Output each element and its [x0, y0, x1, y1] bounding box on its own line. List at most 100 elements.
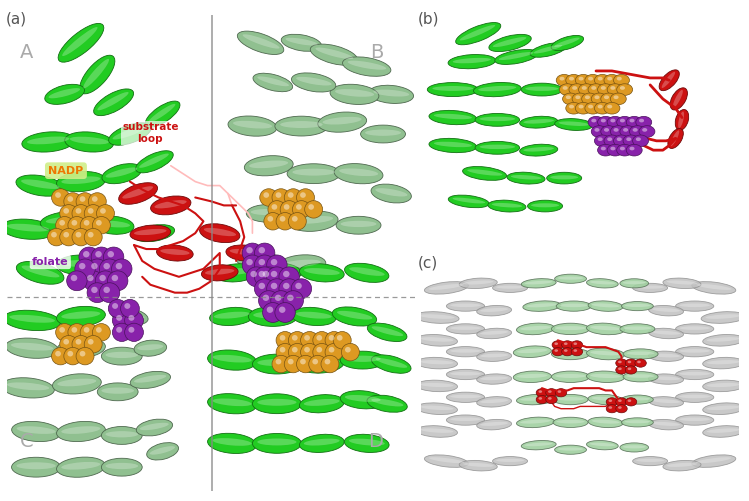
Circle shape	[606, 398, 618, 406]
Circle shape	[588, 84, 604, 95]
Ellipse shape	[480, 308, 508, 312]
Ellipse shape	[106, 167, 137, 178]
Circle shape	[574, 349, 577, 352]
Ellipse shape	[446, 301, 485, 311]
Ellipse shape	[148, 104, 175, 123]
Circle shape	[539, 397, 542, 400]
Circle shape	[275, 295, 282, 301]
Ellipse shape	[57, 421, 106, 441]
Circle shape	[588, 105, 593, 108]
Ellipse shape	[676, 392, 714, 402]
Circle shape	[263, 295, 269, 301]
Circle shape	[329, 347, 334, 353]
Circle shape	[276, 332, 294, 349]
Ellipse shape	[668, 129, 683, 148]
Ellipse shape	[455, 23, 501, 45]
Ellipse shape	[527, 303, 557, 307]
Ellipse shape	[57, 171, 106, 192]
Ellipse shape	[101, 387, 134, 394]
Circle shape	[588, 116, 604, 128]
Circle shape	[546, 389, 557, 397]
Ellipse shape	[79, 55, 115, 94]
Circle shape	[572, 93, 588, 105]
Ellipse shape	[58, 24, 104, 62]
Circle shape	[625, 359, 637, 367]
Ellipse shape	[703, 426, 744, 437]
Ellipse shape	[555, 351, 586, 355]
Ellipse shape	[296, 312, 332, 319]
Circle shape	[582, 93, 598, 105]
Ellipse shape	[258, 268, 297, 275]
Circle shape	[598, 77, 603, 81]
Ellipse shape	[590, 351, 621, 355]
Circle shape	[242, 255, 263, 275]
Ellipse shape	[670, 130, 679, 146]
Circle shape	[96, 220, 102, 225]
Circle shape	[565, 95, 571, 99]
Ellipse shape	[337, 311, 372, 320]
Circle shape	[626, 144, 642, 156]
Circle shape	[283, 291, 303, 311]
Circle shape	[595, 128, 599, 132]
Ellipse shape	[459, 278, 497, 289]
Ellipse shape	[300, 395, 345, 413]
Ellipse shape	[479, 145, 515, 149]
Circle shape	[67, 196, 73, 202]
Ellipse shape	[348, 61, 386, 70]
Ellipse shape	[521, 397, 551, 401]
Circle shape	[84, 336, 102, 353]
Circle shape	[92, 196, 97, 202]
Circle shape	[564, 349, 568, 352]
Ellipse shape	[252, 394, 301, 414]
Ellipse shape	[46, 215, 91, 223]
Circle shape	[271, 271, 277, 277]
Circle shape	[585, 75, 601, 86]
Ellipse shape	[9, 315, 55, 323]
Ellipse shape	[22, 266, 59, 278]
Ellipse shape	[336, 216, 381, 234]
Ellipse shape	[555, 119, 592, 130]
Ellipse shape	[703, 380, 744, 392]
Circle shape	[72, 336, 90, 353]
Ellipse shape	[560, 304, 588, 307]
Ellipse shape	[106, 463, 138, 469]
Ellipse shape	[420, 360, 453, 364]
Circle shape	[55, 351, 61, 357]
Ellipse shape	[429, 110, 476, 125]
Circle shape	[87, 283, 108, 303]
Circle shape	[554, 349, 558, 352]
Ellipse shape	[590, 326, 621, 330]
Ellipse shape	[513, 371, 551, 382]
Circle shape	[116, 315, 122, 321]
Circle shape	[618, 361, 622, 363]
Ellipse shape	[251, 209, 287, 215]
Circle shape	[329, 335, 334, 341]
Circle shape	[546, 395, 557, 404]
Circle shape	[595, 75, 610, 86]
Ellipse shape	[12, 421, 61, 441]
Ellipse shape	[480, 354, 508, 357]
Circle shape	[616, 137, 622, 141]
Circle shape	[128, 315, 134, 321]
Ellipse shape	[652, 354, 680, 357]
Ellipse shape	[213, 438, 252, 446]
Circle shape	[267, 307, 273, 313]
Ellipse shape	[450, 417, 481, 421]
Ellipse shape	[61, 426, 100, 434]
Circle shape	[64, 208, 69, 214]
Ellipse shape	[707, 360, 740, 364]
Ellipse shape	[521, 440, 557, 450]
Ellipse shape	[467, 169, 503, 176]
Ellipse shape	[205, 269, 234, 275]
Ellipse shape	[340, 351, 385, 369]
Ellipse shape	[252, 433, 301, 453]
Ellipse shape	[488, 200, 526, 212]
Ellipse shape	[11, 457, 61, 477]
Ellipse shape	[622, 395, 653, 404]
Ellipse shape	[475, 141, 520, 154]
Circle shape	[618, 399, 622, 402]
Circle shape	[601, 119, 606, 122]
Circle shape	[569, 105, 574, 108]
Ellipse shape	[420, 406, 453, 410]
Ellipse shape	[122, 186, 153, 198]
